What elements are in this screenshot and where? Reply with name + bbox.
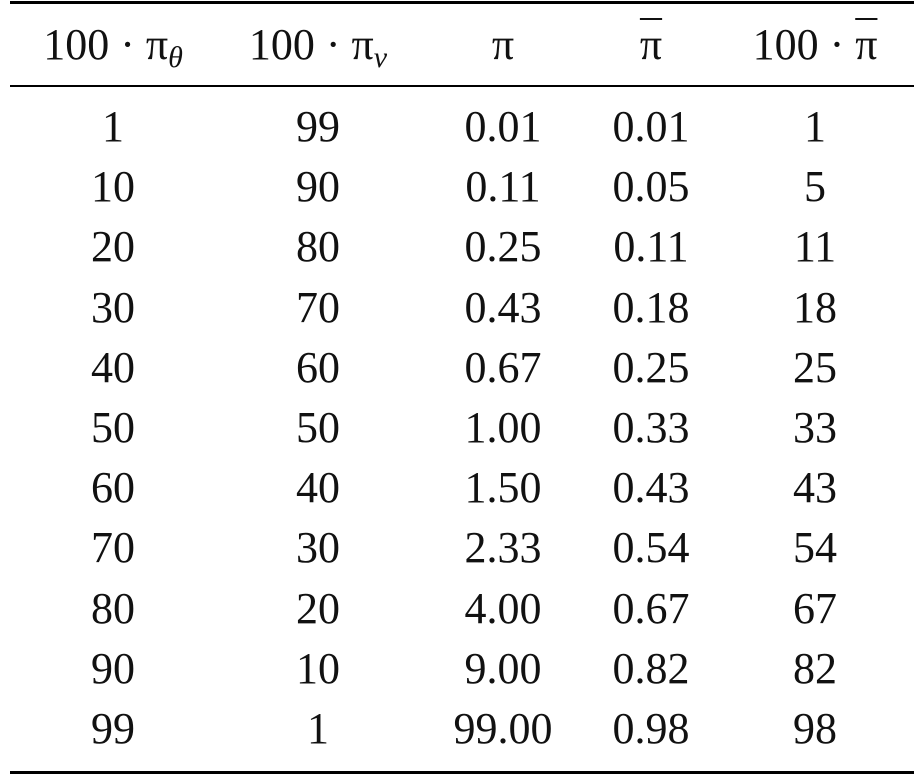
table-cell: 54 (793, 523, 837, 573)
header-cell: π (551, 20, 751, 70)
base: 100 · π (43, 20, 169, 69)
table-cell: 30 (296, 523, 340, 573)
table-cell: 0.11 (465, 162, 541, 212)
table-cell: 70 (91, 523, 135, 573)
table-cell: 80 (91, 583, 135, 633)
table-cell: 0.98 (612, 704, 690, 753)
table-cell: 33 (793, 403, 837, 452)
table-cell: 10 (91, 162, 135, 212)
table-cell: 30 (91, 282, 135, 332)
top-rule (10, 1, 914, 4)
table-cell: 1 (102, 102, 124, 151)
table-cell: 70 (296, 282, 340, 332)
table-cell: 0.01 (612, 102, 690, 151)
sub: θ (168, 41, 183, 74)
table-cell: 1.00 (464, 403, 542, 452)
table-cell: 90 (91, 643, 135, 693)
bottom-rule (10, 771, 914, 774)
base: π (491, 20, 515, 69)
over: π (639, 20, 663, 69)
table-cell: 99 (296, 102, 340, 151)
table-cell: 1.50 (464, 463, 542, 513)
table-cell: 9.00 (464, 643, 542, 693)
table-cell: 40 (296, 463, 340, 513)
table-cell: 0.43 (464, 282, 542, 332)
table-cell: 10 (296, 643, 340, 693)
over: π (855, 20, 878, 69)
table-cell: 0.01 (464, 102, 542, 151)
table-cell: 0.05 (612, 162, 690, 212)
table-cell: 0.18 (612, 282, 690, 332)
table-cell: 0.82 (612, 643, 690, 693)
table-cell: 25 (793, 342, 837, 392)
table-cell: 5 (804, 162, 826, 212)
table-cell: 0.11 (613, 222, 689, 272)
table-cell: 0.67 (612, 583, 690, 633)
table-cell: 0.43 (612, 463, 690, 513)
sub: v (373, 41, 388, 74)
table-cell: 0.67 (464, 342, 542, 392)
table-cell: 2.33 (464, 523, 542, 573)
table-cell: 50 (91, 403, 135, 452)
header-cell: π (403, 20, 603, 70)
table-cell: 43 (793, 463, 837, 513)
table-cell: 99.00 (453, 704, 553, 753)
table-cell: 0.54 (612, 523, 690, 573)
header-cell: 100 · π (715, 20, 915, 70)
table-cell: 0.25 (464, 222, 542, 272)
table-cell: 0.25 (612, 342, 690, 392)
base: 100 · (752, 20, 856, 69)
mid-rule (10, 85, 914, 87)
table-cell: 67 (793, 583, 837, 633)
table-cell: 40 (91, 342, 135, 392)
table-cell: 0.33 (612, 403, 690, 452)
table-cell: 60 (296, 342, 340, 392)
table-cell: 18 (793, 282, 837, 332)
table-cell: 20 (296, 583, 340, 633)
table-cell: 20 (91, 222, 135, 272)
table-cell: 11 (793, 222, 837, 272)
table-cell: 82 (793, 643, 837, 693)
header-cell: 100 · πv (218, 20, 418, 83)
table-cell: 99 (91, 704, 135, 753)
table-cell: 98 (793, 704, 837, 753)
base: 100 · π (248, 20, 374, 69)
table-cell: 1 (307, 704, 329, 753)
table-cell: 1 (804, 102, 826, 151)
table-cell: 90 (296, 162, 340, 212)
table-cell: 60 (91, 463, 135, 513)
header-cell: 100 · πθ (13, 20, 213, 83)
table-cell: 4.00 (464, 583, 542, 633)
table-cell: 80 (296, 222, 340, 272)
table-cell: 50 (296, 403, 340, 452)
